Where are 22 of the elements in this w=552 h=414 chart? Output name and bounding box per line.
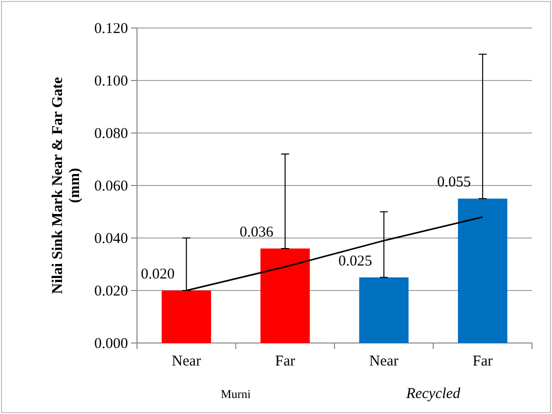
y-tick-label: 0.020	[94, 283, 128, 300]
bar	[359, 277, 409, 343]
data-label: 0.055	[437, 174, 471, 191]
y-tick-label: 0.120	[94, 20, 128, 37]
y-axis-title: Nilai Sink Mark Near & Far Gate (mm)	[50, 76, 83, 294]
x-tick-label: Far	[472, 354, 493, 370]
x-tick-label: Near	[172, 354, 201, 370]
y-tick-label: 0.060	[94, 178, 128, 194]
text: Murni	[220, 387, 252, 401]
text: Recycled	[405, 386, 461, 402]
bar	[260, 248, 310, 343]
x-tick-label: Far	[275, 354, 296, 370]
bar	[458, 198, 508, 343]
y-tick-label: 0.000	[94, 336, 128, 352]
y-tick-label: 0.040	[94, 230, 128, 247]
y-tick-label: 0.080	[94, 126, 128, 142]
data-label: 0.025	[338, 253, 372, 270]
bar	[162, 290, 212, 343]
x-tick-label: Near	[369, 354, 398, 370]
data-label: 0.036	[240, 224, 274, 240]
data-label: 0.020	[140, 266, 175, 282]
y-tick-label: 0.100	[94, 73, 128, 90]
